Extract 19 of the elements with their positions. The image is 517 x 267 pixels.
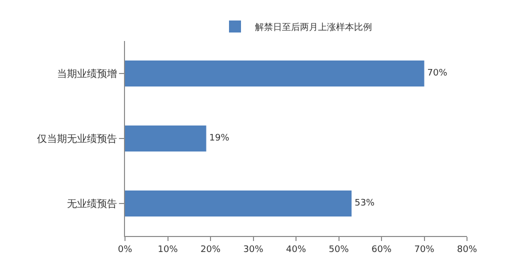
y-tick-label: 仅当期无业绩预告 xyxy=(37,133,117,145)
bar xyxy=(125,60,424,86)
y-tick-label: 当期业绩预增 xyxy=(57,68,117,80)
legend-label: 解禁日至后两月上涨样本比例 xyxy=(255,22,372,34)
bar xyxy=(125,190,352,216)
bar xyxy=(125,126,206,152)
x-tick-label: 40% xyxy=(286,244,306,255)
x-tick-label: 60% xyxy=(371,244,392,255)
data-label: 70% xyxy=(427,68,448,78)
data-label: 19% xyxy=(209,134,230,144)
x-tick-label: 20% xyxy=(200,244,221,255)
data-label: 53% xyxy=(354,198,376,208)
y-tick-label: 无业绩预告 xyxy=(67,198,117,210)
x-tick-label: 10% xyxy=(158,244,178,255)
x-tick-label: 70% xyxy=(414,244,435,255)
x-tick-label: 80% xyxy=(456,244,478,255)
x-tick-label: 50% xyxy=(328,244,350,255)
x-tick-label: 0% xyxy=(118,244,133,255)
x-tick-label: 30% xyxy=(243,244,264,255)
